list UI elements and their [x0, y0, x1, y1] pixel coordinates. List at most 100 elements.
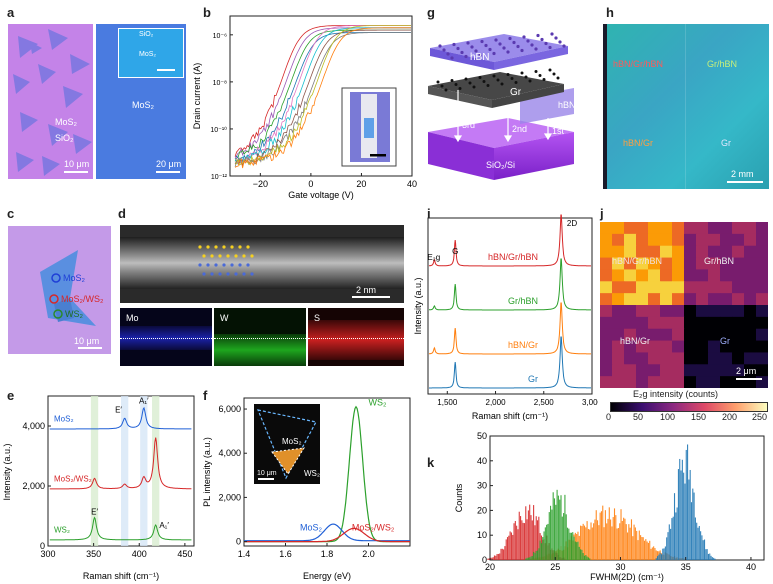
histogram-bar [634, 525, 635, 560]
histogram-bar [677, 507, 678, 560]
histogram-bar [640, 535, 641, 560]
histogram-bar [637, 540, 638, 560]
transfer-curve-chart: −20 0 20 4010⁻¹²10⁻¹⁰10⁻⁸10⁻⁶ Gate voltage … [190, 8, 422, 204]
lattice-atom [526, 39, 529, 42]
histogram-bar [589, 530, 590, 560]
interface-line [120, 338, 212, 339]
left-edge [603, 24, 607, 189]
x-axis-label: Raman shift (cm⁻¹) [83, 571, 159, 581]
y-axis-label: Counts [454, 483, 464, 512]
histogram-bar [528, 510, 529, 560]
map-pixel [720, 305, 733, 317]
lattice-atom [530, 43, 533, 46]
ws2-label: WS₂ [65, 309, 83, 319]
stacking-schematic: hBN Gr hBN 3rd 2nd 1st SiO₂/Si [424, 20, 584, 192]
spectrum-line [50, 518, 192, 540]
atom-marker [226, 272, 229, 275]
map-pixel [744, 222, 757, 234]
step-1-label: 1st [552, 126, 565, 136]
map-pixel [732, 329, 745, 341]
x-tick-label: 1.6 [279, 549, 292, 559]
histogram-bar [660, 553, 661, 560]
map-pixel [600, 317, 613, 329]
histogram-bar [601, 511, 602, 560]
panel-label-k: k [427, 455, 434, 470]
histogram-bar [542, 537, 543, 560]
histogram-bar [576, 542, 577, 560]
histogram-bar [688, 480, 689, 560]
lattice-atom [470, 45, 473, 48]
peak-band [152, 396, 159, 546]
map-pixel [600, 281, 613, 293]
map-pixel [756, 305, 768, 317]
histogram-bar [527, 519, 528, 560]
atom-marker [234, 272, 237, 275]
scale-bar-label: 10 μm [64, 159, 89, 169]
map-pixel [744, 281, 757, 293]
histogram-bar [673, 517, 674, 560]
histogram-bar [585, 555, 586, 560]
lattice-atom [450, 56, 453, 59]
lattice-atom [479, 76, 482, 79]
x-tick-label: 20 [356, 179, 366, 189]
map-pixel [744, 269, 757, 281]
panel-label-d: d [118, 206, 126, 221]
atom-marker [246, 245, 249, 248]
map-pixel [756, 364, 768, 376]
histogram-bar [566, 514, 567, 560]
histogram-bar [622, 521, 623, 560]
map-pixel [696, 329, 709, 341]
histogram-bar [579, 547, 580, 560]
map-pixel [660, 281, 673, 293]
lattice-atom [554, 36, 557, 39]
quadrant-label: hBN/Gr/hBN [613, 59, 663, 69]
map-pixel [708, 317, 721, 329]
histogram-bar [645, 539, 646, 560]
histogram-bar [602, 506, 603, 560]
histogram-bar [516, 526, 517, 560]
histogram-bar [487, 559, 488, 560]
atom-marker [242, 254, 245, 257]
map-pixel [672, 222, 685, 234]
histogram-bar [507, 537, 508, 560]
map-pixel [624, 364, 637, 376]
colorbar-tick: 50 [633, 412, 643, 422]
x-tick-label: 35 [681, 562, 691, 572]
histogram-bar [626, 524, 627, 560]
lattice-atom [442, 48, 445, 51]
atom-marker [230, 263, 233, 266]
map-pixel [660, 317, 673, 329]
histogram-bar [558, 496, 559, 560]
raman-tmd-chart: MoS₂MoS₂/WS₂WS₂E′A₁′E′A₁′ 300 350 400 45002… [0, 392, 200, 584]
mos2-label: MoS₂ [132, 100, 154, 110]
histogram-bar [624, 519, 625, 560]
atom-marker [214, 245, 217, 248]
histogram-bar [504, 546, 505, 560]
series-label: MoS₂/WS₂ [352, 523, 395, 533]
histogram-bar [563, 513, 564, 560]
y-tick-label: 20 [477, 505, 487, 515]
peak-label: G [452, 247, 458, 256]
atom-marker [218, 272, 221, 275]
atom-marker [198, 263, 201, 266]
atom-marker [234, 254, 237, 257]
map-pixel [708, 352, 721, 364]
histogram-bar [664, 548, 665, 560]
histogram-bar [554, 498, 555, 560]
histogram-bar [502, 549, 503, 560]
atom-marker [206, 263, 209, 266]
histogram-bar [559, 500, 560, 560]
map-pixel [636, 364, 649, 376]
heterostructure-flake [8, 226, 111, 354]
histogram-bar [665, 546, 666, 560]
histogram-bar [546, 525, 547, 560]
map-pixel [672, 269, 685, 281]
scale-bar [352, 296, 390, 298]
histogram-bar [631, 519, 632, 560]
histogram-bar [523, 523, 524, 560]
map-pixel [672, 293, 685, 305]
atom-marker [206, 245, 209, 248]
histogram-bar [567, 528, 568, 560]
lattice-atom [452, 43, 455, 46]
histogram-bar [694, 493, 695, 560]
